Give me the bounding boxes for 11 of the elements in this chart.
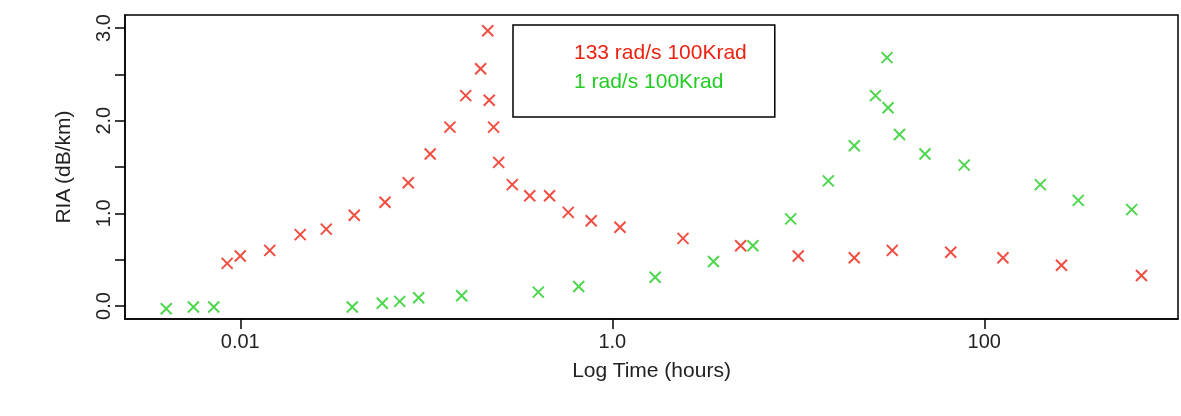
y-tick-label: 1.0 (92, 199, 114, 228)
text: 133 rad/s 100Krad (574, 40, 747, 63)
y-tick-label: 2.0 (92, 106, 114, 135)
text: 1 rad/s 100Krad (574, 69, 724, 92)
y-tick-label: 0.0 (92, 292, 114, 320)
y-tick-label: 3.0 (92, 14, 114, 42)
y-axis-title: RIA (dB/km) (51, 110, 74, 224)
x-tick-label: 100 (967, 330, 1001, 352)
x-tick-label: 1.0 (598, 330, 627, 352)
x-axis-title: Log Time (hours) (572, 358, 731, 381)
x-tick-label: 0.01 (220, 330, 260, 352)
